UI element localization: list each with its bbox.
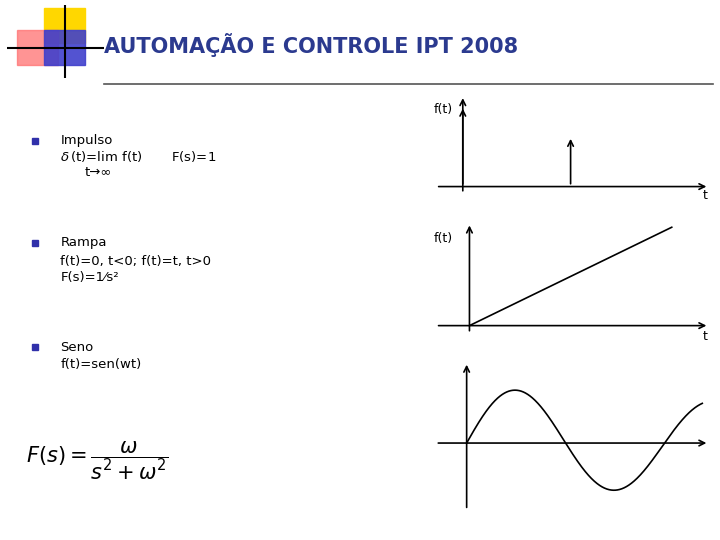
Bar bbox=[44, 30, 85, 65]
Text: f(t)=0, t<0; f(t)=t, t>0: f(t)=0, t<0; f(t)=t, t>0 bbox=[60, 254, 212, 267]
Text: f(t)=sen(wt): f(t)=sen(wt) bbox=[60, 357, 142, 370]
Bar bbox=[44, 8, 85, 43]
Text: $\delta\,$(t)=lim f(t)       F(s)=1: $\delta\,$(t)=lim f(t) F(s)=1 bbox=[60, 149, 217, 164]
Bar bbox=[17, 30, 58, 65]
Text: $F(s) = \dfrac{\omega}{s^2 + \omega^2}$: $F(s) = \dfrac{\omega}{s^2 + \omega^2}$ bbox=[26, 440, 168, 482]
Text: t: t bbox=[703, 189, 708, 202]
Text: F(s)=1⁄s²: F(s)=1⁄s² bbox=[60, 271, 119, 285]
Text: t: t bbox=[703, 330, 708, 343]
Text: Seno: Seno bbox=[60, 341, 94, 354]
Text: AUTOMAÇÃO E CONTROLE IPT 2008: AUTOMAÇÃO E CONTROLE IPT 2008 bbox=[104, 33, 518, 57]
Text: Rampa: Rampa bbox=[60, 237, 107, 249]
Text: f(t): f(t) bbox=[433, 103, 453, 116]
Text: f(t): f(t) bbox=[433, 232, 453, 245]
Text: t→∞: t→∞ bbox=[84, 166, 112, 179]
Text: Impulso: Impulso bbox=[60, 134, 113, 147]
